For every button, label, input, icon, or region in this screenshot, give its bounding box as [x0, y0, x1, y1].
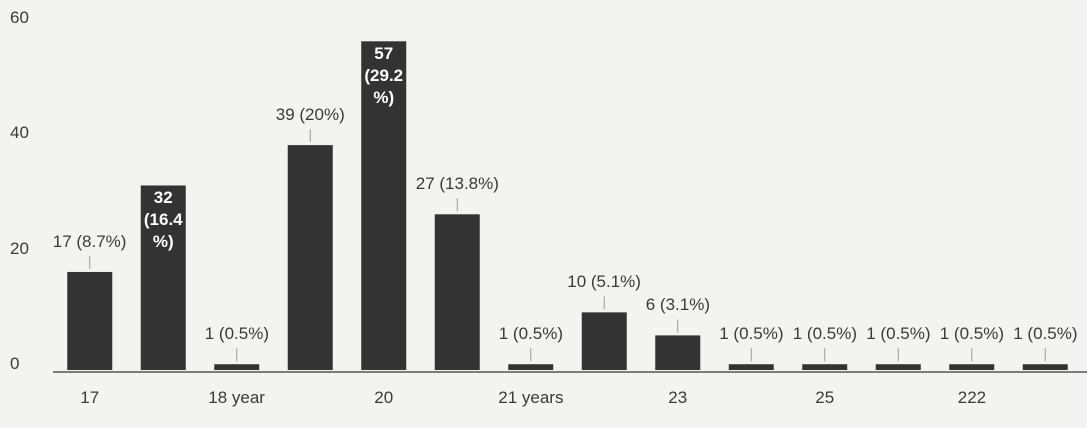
bar: [140, 185, 186, 370]
bar: [434, 214, 480, 370]
data-label: 32 (16.4%): [143, 188, 183, 252]
x-tick-label: 20: [374, 388, 394, 407]
data-label: 17 (8.7%): [52, 231, 127, 251]
data-label: 27 (13.8%): [415, 174, 499, 194]
bar: [508, 364, 554, 370]
bar: [361, 41, 407, 371]
bar: [214, 364, 260, 370]
y-tick-label: 60: [10, 8, 29, 27]
x-tick-label: 23: [668, 388, 688, 407]
data-label: 1 (0.5%): [204, 324, 269, 344]
data-label: 1 (0.5%): [719, 324, 784, 344]
bar: [949, 364, 995, 370]
data-label: 1 (0.5%): [939, 324, 1004, 344]
bar: [875, 364, 921, 370]
data-label: 10 (5.1%): [567, 272, 641, 292]
x-tick-label: 25: [815, 388, 835, 407]
data-label: 1 (0.5%): [498, 324, 563, 344]
bar: [1022, 364, 1068, 370]
data-label: 1 (0.5%): [1013, 324, 1078, 344]
x-tick-label: 21 years: [498, 388, 564, 407]
y-tick-label: 0: [10, 354, 20, 373]
bar: [802, 364, 848, 370]
bar: [728, 364, 774, 370]
x-tick-label: 18 year: [208, 388, 265, 407]
data-label: 1 (0.5%): [866, 324, 931, 344]
bar: [287, 145, 333, 370]
data-label: 6 (3.1%): [645, 295, 710, 315]
bar: [67, 271, 113, 370]
data-label: 1 (0.5%): [792, 324, 857, 344]
y-tick-label: 20: [10, 238, 29, 258]
data-label: 57 (29.2%): [364, 44, 404, 108]
data-label: 39 (20%): [275, 105, 345, 125]
bar: [655, 335, 701, 370]
bar: [581, 312, 627, 370]
x-tick-label: 17: [80, 388, 100, 407]
x-tick-label: 222: [957, 388, 987, 407]
y-tick-label: 40: [10, 123, 29, 143]
